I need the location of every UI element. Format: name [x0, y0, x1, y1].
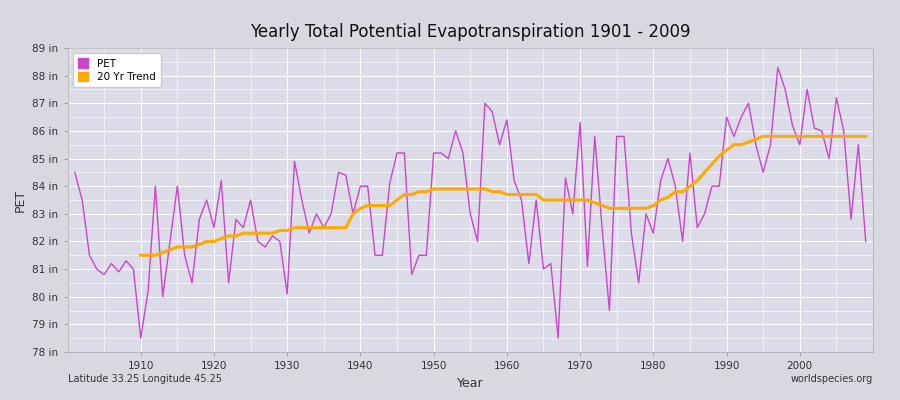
Text: Latitude 33.25 Longitude 45.25: Latitude 33.25 Longitude 45.25 [68, 374, 221, 384]
Y-axis label: PET: PET [14, 188, 27, 212]
X-axis label: Year: Year [457, 376, 483, 390]
Title: Yearly Total Potential Evapotranspiration 1901 - 2009: Yearly Total Potential Evapotranspiratio… [250, 23, 690, 41]
Legend: PET, 20 Yr Trend: PET, 20 Yr Trend [73, 53, 160, 87]
Text: worldspecies.org: worldspecies.org [791, 374, 873, 384]
